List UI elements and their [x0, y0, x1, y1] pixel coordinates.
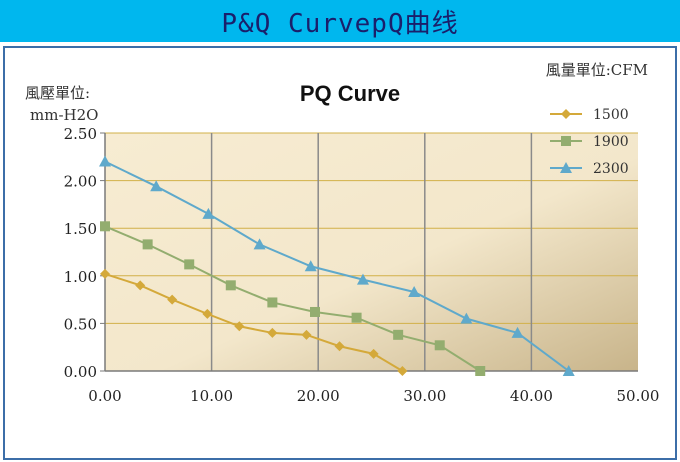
data-point	[562, 365, 575, 376]
data-point	[475, 366, 486, 376]
legend-label: 1900	[593, 134, 629, 150]
data-point	[408, 285, 421, 297]
data-point	[368, 348, 379, 359]
data-point	[304, 260, 317, 272]
series-line-2300	[104, 160, 570, 372]
plot-area	[105, 133, 638, 371]
y-tick-label: 2.50	[64, 125, 97, 143]
data-point	[202, 308, 213, 319]
y-tick-label: 0.50	[64, 315, 97, 333]
data-point	[167, 294, 178, 305]
data-point	[100, 221, 110, 232]
series-1500	[100, 268, 408, 376]
series-line-1900	[104, 225, 481, 372]
data-point	[511, 326, 524, 338]
x-axis-label: 風量單位:CFM	[546, 61, 648, 79]
axes: 0.00 0.50 1.00 1.50 2.00 2.50 0.00 10.00 20.00 30…	[64, 125, 660, 405]
data-point	[142, 239, 153, 250]
data-point	[397, 366, 408, 376]
data-point	[225, 280, 236, 291]
data-point	[234, 321, 245, 332]
data-point	[267, 327, 278, 338]
series-1900	[100, 221, 486, 376]
data-point	[561, 109, 571, 119]
data-point	[100, 268, 110, 279]
x-tick-label: 20.00	[297, 387, 340, 405]
x-tick-label: 0.00	[88, 387, 121, 405]
data-point	[351, 312, 362, 323]
data-point	[253, 238, 266, 250]
data-point	[310, 306, 321, 317]
page-title: P&Q CurvepQ曲线	[221, 8, 459, 39]
data-point	[560, 162, 572, 173]
x-tick-label: 40.00	[510, 387, 553, 405]
y-tick-label: 2.00	[64, 173, 97, 191]
data-point	[202, 207, 215, 219]
series-layer	[99, 155, 575, 376]
pq-chart: 0.00 0.50 1.00 1.50 2.00 2.50 0.00 10.00 20.00 30…	[25, 61, 660, 405]
data-point	[99, 155, 111, 167]
data-point	[393, 329, 404, 340]
series-2300	[99, 155, 575, 376]
data-point	[135, 280, 146, 291]
data-point	[150, 180, 163, 192]
grid-lines	[105, 132, 638, 371]
title-bar: P&Q CurvepQ曲线	[0, 0, 680, 42]
legend-item-1900: 1900	[550, 134, 629, 150]
data-point	[334, 341, 345, 352]
legend-item-1500: 1500	[550, 107, 629, 123]
data-point	[561, 136, 571, 146]
y-tick-label: 1.50	[64, 220, 97, 238]
legend-item-2300: 2300	[550, 161, 629, 177]
y-tick-label: 0.00	[64, 363, 97, 381]
y-axis-label: 風壓單位: mm-H2O	[25, 84, 98, 124]
data-point	[460, 312, 473, 324]
chart-title: PQ Curve	[300, 81, 400, 106]
data-point	[267, 297, 278, 308]
x-tick-label: 50.00	[617, 387, 660, 405]
legend-label: 2300	[593, 161, 629, 177]
data-point	[301, 329, 312, 340]
legend: 1500 1900 2300	[550, 107, 629, 177]
legend-label: 1500	[593, 107, 629, 123]
series-line-1500	[104, 272, 403, 372]
data-point	[356, 273, 369, 285]
x-tick-label: 10.00	[190, 387, 233, 405]
data-point	[434, 340, 445, 351]
data-point	[184, 259, 195, 270]
y-tick-label: 1.00	[64, 268, 97, 286]
chart-panel: 0.00 0.50 1.00 1.50 2.00 2.50 0.00 10.00 20.00 30…	[3, 46, 677, 460]
x-tick-label: 30.00	[403, 387, 446, 405]
